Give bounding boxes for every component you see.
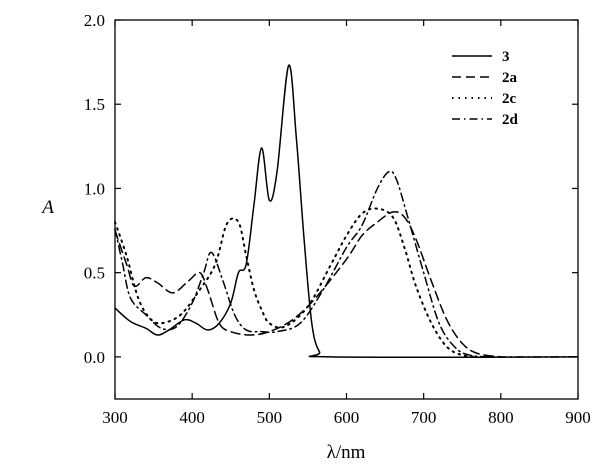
x-tick-label: 700: [411, 408, 437, 427]
series-line-2a: [114, 211, 502, 358]
legend-label-2d: 2d: [502, 112, 519, 128]
x-tick-label: 600: [334, 408, 360, 427]
y-tick-label: 0.5: [84, 264, 105, 283]
y-axis-label: A: [40, 197, 54, 218]
legend-label-2c: 2c: [502, 91, 517, 107]
y-tick-label: 2.0: [84, 11, 105, 30]
x-tick-label: 900: [565, 408, 591, 427]
x-tick-label: 500: [257, 408, 283, 427]
x-tick-label: 400: [179, 408, 205, 427]
x-tick-label: 800: [488, 408, 514, 427]
y-tick-label: 1.5: [84, 95, 105, 114]
y-tick-label: 1.0: [84, 179, 105, 198]
legend-label-2a: 2a: [502, 70, 518, 86]
x-tick-label: 300: [102, 408, 128, 427]
series-line-2c: [114, 207, 479, 358]
x-axis-label: λ/nm: [327, 442, 366, 463]
series-line-3: [114, 64, 579, 359]
y-tick-label: 0.0: [84, 348, 105, 367]
legend-label-3: 3: [502, 49, 510, 65]
series-line-2d: [114, 170, 579, 358]
